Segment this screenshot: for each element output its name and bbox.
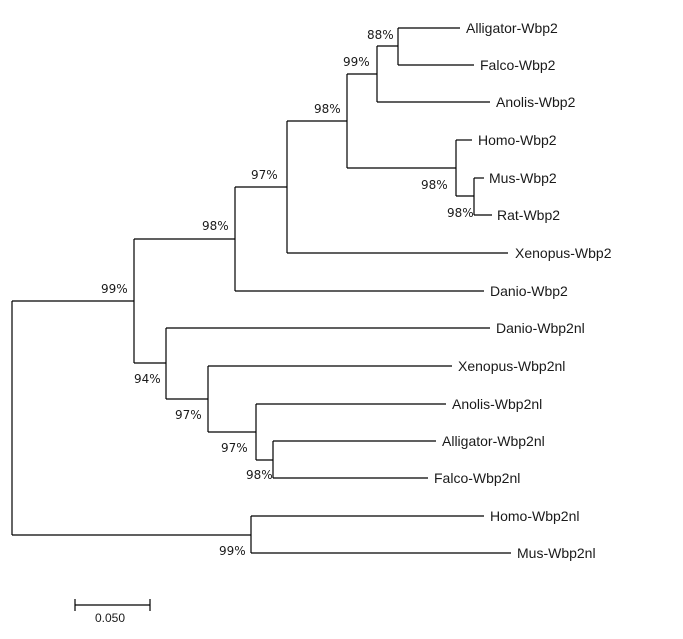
- scale-bar: 0.050: [74, 599, 151, 625]
- leaf-labels: Alligator-Wbp2 Falco-Wbp2 Anolis-Wbp2 Ho…: [434, 20, 612, 561]
- scale-bar-label: 0.050: [95, 611, 125, 625]
- leaf-label-danio-wbp2: Danio-Wbp2: [490, 283, 568, 299]
- bootstrap-root-in: 99%: [101, 282, 128, 296]
- leaf-label-mus-wbp2nl: Mus-Wbp2nl: [517, 545, 596, 561]
- bootstrap-alligator-falco: 88%: [367, 28, 394, 42]
- leaf-label-homo-wbp2nl: Homo-Wbp2nl: [490, 508, 579, 524]
- leaf-label-homo-wbp2: Homo-Wbp2: [478, 132, 557, 148]
- leaf-label-xenopus-wbp2: Xenopus-Wbp2: [515, 245, 612, 261]
- tree-branches: [11, 27, 511, 554]
- leaf-label-anolis-wbp2: Anolis-Wbp2: [496, 94, 576, 110]
- bootstrap-wbp2nl-clade: 94%: [134, 372, 161, 386]
- bootstrap-values: 88% 99% 98% 98% 98% 97% 98% 99% 94% 97% …: [101, 28, 474, 558]
- leaf-label-falco-wbp2nl: Falco-Wbp2nl: [434, 470, 520, 486]
- leaf-label-alligator-wbp2nl: Alligator-Wbp2nl: [442, 433, 545, 449]
- bootstrap-wbp2-clade: 98%: [202, 219, 229, 233]
- leaf-label-mus-wbp2: Mus-Wbp2: [489, 170, 557, 186]
- bootstrap-xenopus-group: 97%: [175, 408, 202, 422]
- leaf-label-alligator-wbp2: Alligator-Wbp2: [466, 20, 558, 36]
- leaf-label-xenopus-wbp2nl: Xenopus-Wbp2nl: [458, 358, 565, 374]
- leaf-label-falco-wbp2: Falco-Wbp2: [480, 57, 556, 73]
- leaf-label-rat-wbp2: Rat-Wbp2: [497, 207, 560, 223]
- bootstrap-sauropsid-mammal: 98%: [314, 102, 341, 116]
- leaf-label-anolis-wbp2nl: Anolis-Wbp2nl: [452, 396, 542, 412]
- bootstrap-mus-rat: 98%: [447, 206, 474, 220]
- leaf-label-danio-wbp2nl: Danio-Wbp2nl: [496, 320, 585, 336]
- bootstrap-alligator-falco-nl: 98%: [246, 468, 273, 482]
- bootstrap-tetrapods: 97%: [251, 168, 278, 182]
- bootstrap-homo-mus-nl: 99%: [219, 544, 246, 558]
- bootstrap-mammals: 98%: [421, 178, 448, 192]
- scale-bar-line: [74, 599, 151, 611]
- bootstrap-anolis-group: 97%: [221, 441, 248, 455]
- bootstrap-birds-anolis: 99%: [343, 55, 370, 69]
